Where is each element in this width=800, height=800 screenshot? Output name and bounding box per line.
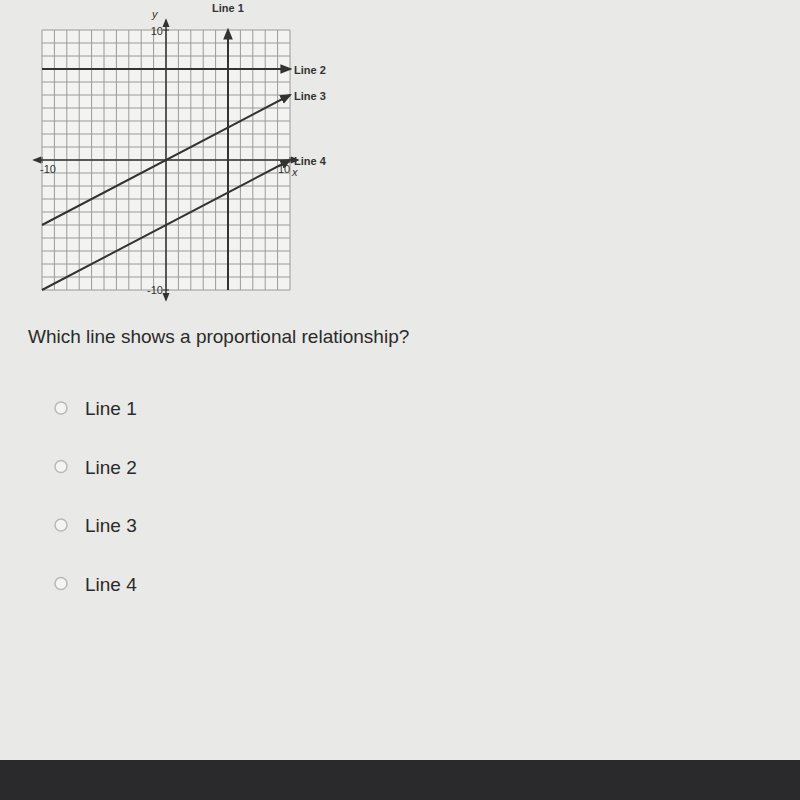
line-label: Line 3	[294, 90, 326, 102]
line-labels: Line 1 Line 2 Line 3 Line 4	[212, 2, 327, 167]
radio-button[interactable]	[55, 402, 67, 414]
option-label[interactable]: Line 4	[85, 574, 137, 595]
taskbar	[0, 760, 800, 800]
line	[42, 95, 290, 225]
y-tick	[163, 30, 169, 31]
option-label[interactable]: Line 1	[85, 398, 137, 419]
x-axis-label: x	[291, 166, 298, 178]
y-tick-label: 10	[151, 25, 163, 37]
lines	[42, 30, 290, 290]
grid-line-y	[42, 30, 290, 31]
line-label: Line 4	[294, 155, 327, 167]
y-tick-label: -10	[147, 284, 163, 296]
radio-button[interactable]	[55, 578, 67, 590]
radio-button[interactable]	[55, 519, 67, 531]
line	[42, 68, 290, 70]
grid-line-y	[42, 69, 290, 70]
line-label: Line 1	[212, 2, 244, 14]
grid-line-y	[42, 290, 290, 291]
page: -1010-1010xyLine 1Line 2Line 3Line 4Whic…	[0, 0, 800, 800]
y-tick	[163, 290, 169, 291]
line	[42, 160, 290, 290]
background	[0, 0, 800, 800]
y-axis-label: y	[151, 8, 159, 20]
radio-button[interactable]	[55, 461, 67, 473]
line-label: Line 2	[294, 64, 326, 76]
option-label[interactable]: Line 2	[85, 457, 137, 478]
option-label[interactable]: Line 3	[85, 515, 137, 536]
question: Which line shows a proportional relation…	[28, 326, 409, 347]
x-tick-label: -10	[40, 163, 56, 175]
